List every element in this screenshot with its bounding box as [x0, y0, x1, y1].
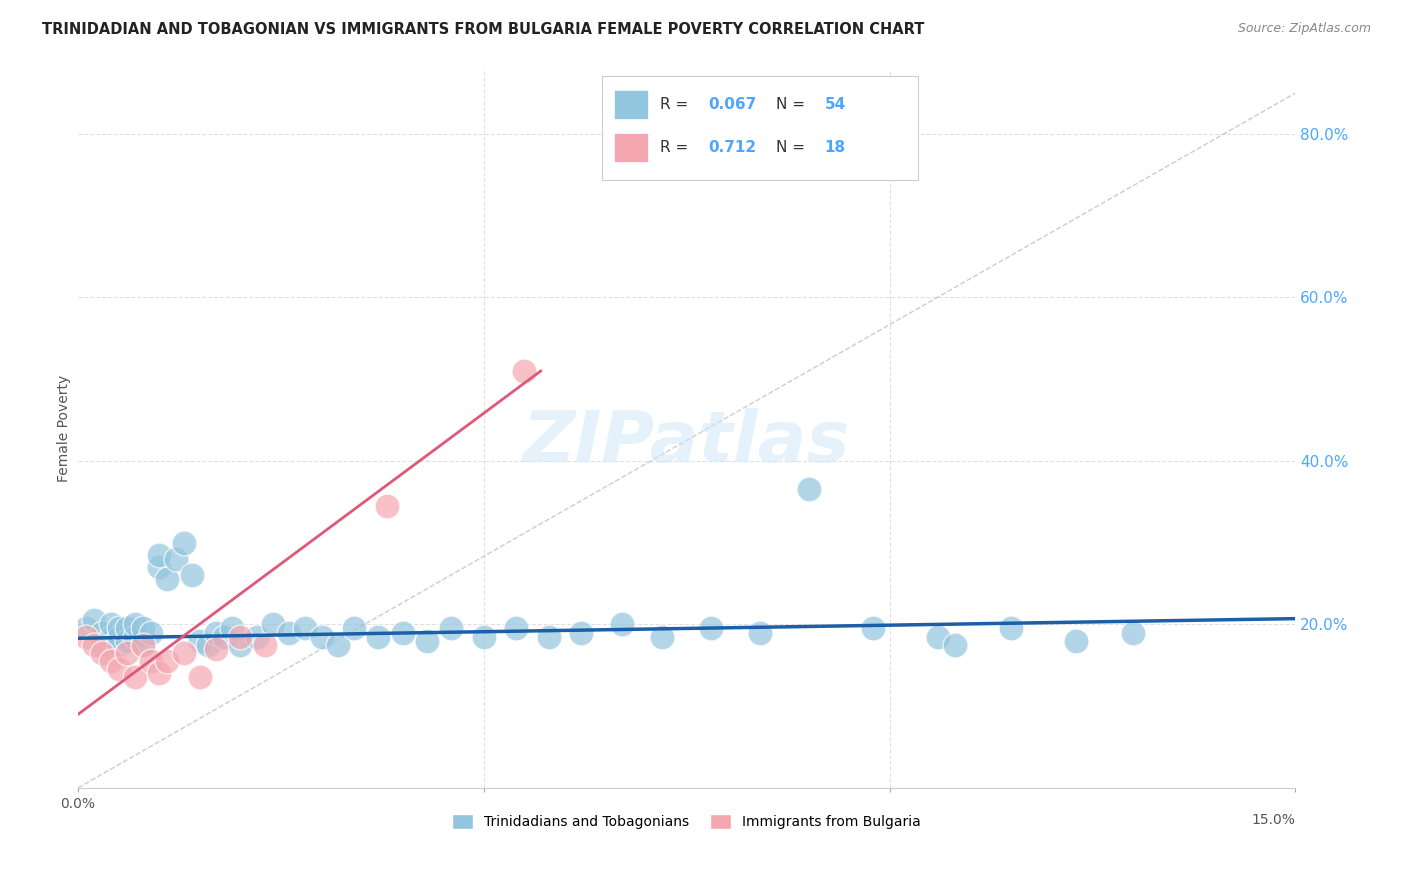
Point [927, 630, 949, 644]
Point [326, 638, 349, 652]
Point [246, 630, 269, 644]
Point [229, 638, 252, 652]
Point [107, 622, 129, 636]
Point [83, 638, 105, 652]
Point [440, 622, 463, 636]
Point [141, 654, 163, 668]
Point [278, 625, 301, 640]
Point [132, 638, 155, 652]
Point [748, 625, 770, 640]
Point [294, 622, 316, 636]
Legend: Trinidadians and Tobagonians, Immigrants from Bulgaria: Trinidadians and Tobagonians, Immigrants… [447, 809, 927, 835]
Point [115, 646, 138, 660]
Point [173, 646, 195, 660]
Point [212, 630, 235, 644]
Point [205, 641, 228, 656]
Point [156, 654, 179, 668]
Point [91, 625, 114, 640]
Text: Source: ZipAtlas.com: Source: ZipAtlas.com [1237, 22, 1371, 36]
Point [141, 625, 163, 640]
Point [651, 630, 673, 644]
Y-axis label: Female Poverty: Female Poverty [58, 375, 72, 482]
Point [610, 617, 633, 632]
Point [83, 613, 105, 627]
Point [569, 625, 592, 640]
Point [180, 568, 202, 582]
Text: 54: 54 [824, 97, 845, 112]
Point [1000, 622, 1022, 636]
Point [115, 622, 138, 636]
Point [132, 622, 155, 636]
Point [156, 573, 179, 587]
Point [472, 630, 495, 644]
Point [91, 638, 114, 652]
Point [700, 622, 723, 636]
Point [311, 630, 333, 644]
Point [100, 630, 122, 644]
FancyBboxPatch shape [614, 133, 648, 162]
FancyBboxPatch shape [614, 90, 648, 119]
Point [107, 638, 129, 652]
Text: ZIPatlas: ZIPatlas [523, 408, 851, 477]
Point [100, 617, 122, 632]
Point [148, 666, 170, 681]
Point [343, 622, 366, 636]
Point [262, 617, 284, 632]
Text: R =: R = [659, 140, 693, 155]
Point [375, 499, 398, 513]
FancyBboxPatch shape [602, 76, 918, 180]
Text: N =: N = [776, 97, 810, 112]
Point [91, 646, 114, 660]
Point [115, 633, 138, 648]
Point [165, 552, 187, 566]
Point [253, 638, 276, 652]
Point [797, 483, 820, 497]
Point [1122, 625, 1144, 640]
Point [229, 630, 252, 644]
Point [124, 671, 146, 685]
Point [221, 622, 243, 636]
Point [132, 638, 155, 652]
Text: 0.067: 0.067 [709, 97, 756, 112]
Point [505, 622, 527, 636]
Point [416, 633, 439, 648]
Point [513, 364, 536, 378]
Point [205, 625, 228, 640]
Point [124, 630, 146, 644]
Point [188, 671, 211, 685]
Text: TRINIDADIAN AND TOBAGONIAN VS IMMIGRANTS FROM BULGARIA FEMALE POVERTY CORRELATIO: TRINIDADIAN AND TOBAGONIAN VS IMMIGRANTS… [42, 22, 925, 37]
Point [197, 638, 219, 652]
Text: R =: R = [659, 97, 693, 112]
Text: N =: N = [776, 140, 810, 155]
Point [107, 630, 129, 644]
Point [107, 662, 129, 676]
Point [537, 630, 560, 644]
Point [148, 560, 170, 574]
Point [188, 633, 211, 648]
Point [100, 654, 122, 668]
Point [148, 548, 170, 562]
Point [391, 625, 413, 640]
Point [173, 535, 195, 549]
Point [367, 630, 389, 644]
Point [75, 630, 97, 644]
Point [75, 622, 97, 636]
Point [943, 638, 966, 652]
Text: 18: 18 [824, 140, 845, 155]
Point [124, 617, 146, 632]
Text: 15.0%: 15.0% [1251, 813, 1295, 827]
Point [1066, 633, 1088, 648]
Text: 0.712: 0.712 [709, 140, 756, 155]
Point [862, 622, 884, 636]
